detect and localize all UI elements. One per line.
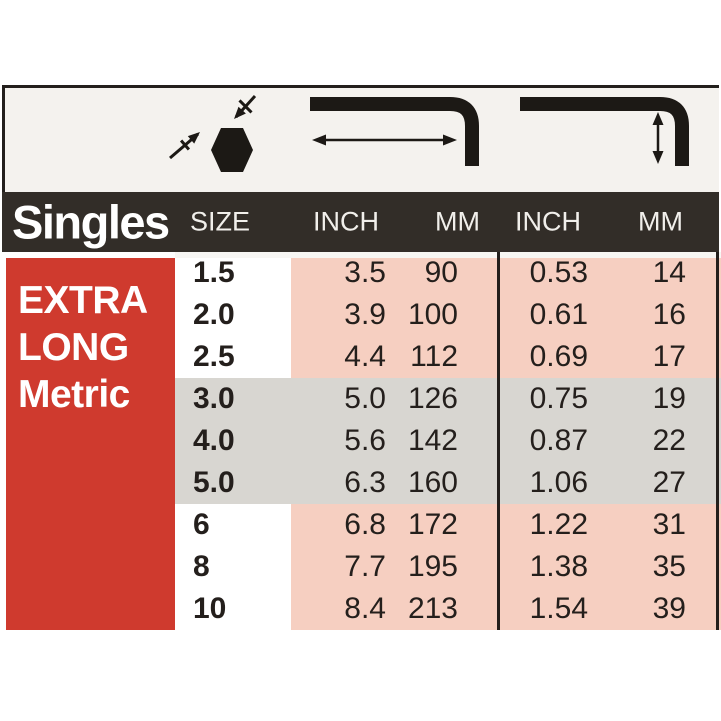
size-cell: 3.0 — [193, 382, 235, 415]
long-mm-cell: 160 — [407, 466, 458, 499]
short-mm-cell: 22 — [652, 424, 686, 457]
size-cell: 6 — [193, 508, 210, 541]
category-sidebar: EXTRA LONG Metric — [6, 258, 175, 630]
table-right-border — [716, 252, 719, 630]
long-mm-cell: 90 — [424, 256, 458, 289]
short-inch-cell: 0.53 — [529, 256, 588, 289]
column-header-long-mm: MM — [435, 206, 480, 237]
long-inch-cell: 7.7 — [344, 550, 386, 583]
table-row: 2.0 3.9 100 0.61 16 — [175, 294, 721, 336]
table-row: 10 8.4 213 1.54 39 — [175, 588, 721, 630]
short-inch-cell: 1.54 — [529, 592, 588, 625]
category-line: EXTRA — [18, 279, 148, 322]
short-mm-cell: 31 — [652, 508, 686, 541]
brand-title: Singles — [12, 195, 170, 249]
short-inch-cell: 1.38 — [529, 550, 588, 583]
long-mm-cell: 100 — [407, 298, 458, 331]
size-cell: 1.5 — [193, 256, 235, 289]
short-inch-cell: 0.75 — [529, 382, 588, 415]
short-mm-cell: 17 — [652, 340, 686, 373]
long-arm-length-icon — [310, 97, 479, 166]
table-row: 1.5 3.5 90 0.53 14 — [175, 252, 721, 294]
long-mm-cell: 142 — [407, 424, 458, 457]
short-mm-cell: 14 — [652, 256, 686, 289]
long-inch-cell: 8.4 — [344, 592, 386, 625]
long-inch-cell: 5.6 — [344, 424, 386, 457]
table-header-bar: Singles SIZE INCH MM INCH MM — [2, 192, 719, 252]
short-inch-cell: 0.61 — [529, 298, 588, 331]
short-mm-cell: 16 — [652, 298, 686, 331]
table-row: 3.0 5.0 126 0.75 19 — [175, 378, 721, 420]
size-cell: 8 — [193, 550, 210, 583]
size-table: 1.5 3.5 90 0.53 14 2.0 3.9 100 0.61 16 2… — [175, 252, 721, 630]
long-mm-cell: 126 — [407, 382, 458, 415]
hex-across-flats-icon — [169, 94, 257, 172]
long-inch-cell: 6.3 — [344, 466, 386, 499]
long-mm-cell: 213 — [407, 592, 458, 625]
short-mm-cell: 27 — [652, 466, 686, 499]
short-inch-cell: 1.06 — [529, 466, 588, 499]
column-header-short-mm: MM — [638, 206, 683, 237]
short-inch-cell: 1.22 — [529, 508, 588, 541]
short-arm-length-icon — [520, 97, 689, 166]
short-mm-cell: 35 — [652, 550, 686, 583]
table-row: 6 6.8 172 1.22 31 — [175, 504, 721, 546]
long-inch-cell: 6.8 — [344, 508, 386, 541]
long-mm-cell: 195 — [407, 550, 458, 583]
short-inch-cell: 0.87 — [529, 424, 588, 457]
short-inch-cell: 0.69 — [529, 340, 588, 373]
size-cell: 4.0 — [193, 424, 235, 457]
column-header-size: SIZE — [190, 206, 251, 237]
short-mm-cell: 39 — [652, 592, 686, 625]
table-row: 5.0 6.3 160 1.06 27 — [175, 462, 721, 504]
table-row: 2.5 4.4 112 0.69 17 — [175, 336, 721, 378]
long-inch-cell: 5.0 — [344, 382, 386, 415]
table-row: 4.0 5.6 142 0.87 22 — [175, 420, 721, 462]
category-line: Metric — [18, 372, 130, 416]
size-cell: 2.0 — [193, 298, 235, 331]
long-inch-cell: 4.4 — [344, 340, 386, 373]
size-cell: 10 — [193, 592, 227, 625]
long-inch-cell: 3.5 — [344, 256, 386, 289]
long-mm-cell: 172 — [407, 508, 458, 541]
column-header-long-inch: INCH — [313, 206, 379, 237]
table-row: 8 7.7 195 1.38 35 — [175, 546, 721, 588]
short-mm-cell: 19 — [652, 382, 686, 415]
header-gap — [175, 252, 721, 258]
size-cell: 2.5 — [193, 340, 235, 373]
column-header-short-inch: INCH — [515, 206, 581, 237]
column-group-divider — [497, 252, 500, 630]
size-cell: 5.0 — [193, 466, 235, 499]
category-line: LONG — [18, 325, 129, 369]
long-inch-cell: 3.9 — [344, 298, 386, 331]
long-mm-cell: 112 — [410, 340, 458, 373]
